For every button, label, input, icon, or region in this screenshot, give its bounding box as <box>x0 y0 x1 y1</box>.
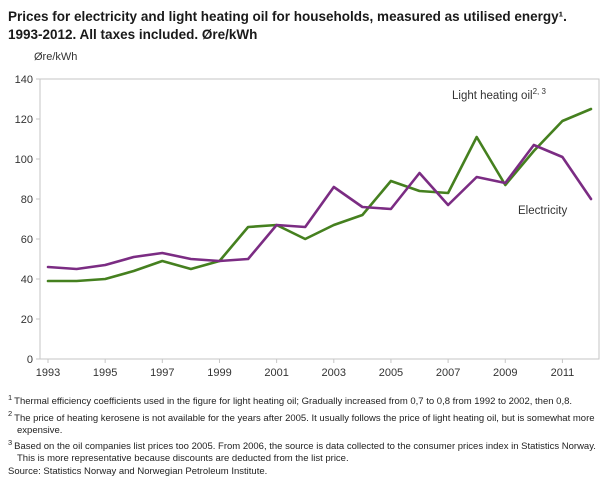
chart-area: 0 20 40 60 80 100 120 140 1993 1995 1997 1999 2001 20… <box>0 65 610 383</box>
footnotes: 1 Thermal efficiency coefficients used in… <box>8 393 602 478</box>
x-axis-tick-label: 1997 <box>150 367 174 379</box>
footnote-3: 3 Based on the oil companies list prices … <box>8 438 602 465</box>
y-axis-tick-label: 120 <box>15 114 33 126</box>
figure-page: Prices for electricity and light heating… <box>0 8 610 488</box>
series-label-text: Electricity <box>518 205 568 218</box>
series-label-footnote-marker: 2, 3 <box>532 87 546 97</box>
y-axis-tick-label: 0 <box>27 354 33 366</box>
series-label-electricity: Electricity <box>518 205 567 217</box>
line-chart: 0 20 40 60 80 100 120 140 1993 1995 1997 1999 2001 20… <box>15 74 600 379</box>
series-line-light-heating-oil <box>46 107 593 283</box>
series-line-electricity <box>46 143 593 271</box>
series-label-light-heating-oil: Light heating oil2, 3 <box>452 87 546 102</box>
y-axis-title: Øre/kWh <box>34 51 78 64</box>
y-axis-tick-label: 20 <box>21 314 33 326</box>
footnote-marker: 2 <box>8 409 13 419</box>
x-axis-tick-label: 1999 <box>207 367 231 379</box>
x-axis-tick-label: 2003 <box>322 367 346 379</box>
x-axis-tick-label: 2011 <box>551 367 575 379</box>
series-label-text: Light heating oil <box>452 89 533 102</box>
footnote-marker: 1 <box>8 393 13 403</box>
chart-title: Prices for electricity and light heating… <box>8 9 567 42</box>
y-axis-tick-label: 140 <box>15 74 33 86</box>
footnote-text: The price of heating kerosene is not ava… <box>14 412 595 436</box>
y-axis-tick-label: 60 <box>21 234 33 246</box>
footnote-marker: 3 <box>8 437 13 447</box>
plot-frame <box>39 78 600 360</box>
y-axis-tick-label: 100 <box>15 154 33 166</box>
x-axis-tick-label: 2009 <box>493 367 517 379</box>
y-axis-tick-label: 40 <box>21 274 33 286</box>
footnote-text: Based on the oil companies list prices t… <box>14 441 596 465</box>
y-axis-tick-label: 80 <box>21 194 33 206</box>
x-axis-tick-label: 1993 <box>36 367 60 379</box>
x-axis-tick-label: 2001 <box>264 367 288 379</box>
footnote-text: Thermal efficiency coefficients used in … <box>14 396 572 408</box>
x-axis-tick-label: 1995 <box>93 367 117 379</box>
footnote-2: 2 The price of heating kerosene is not av… <box>8 409 602 436</box>
x-axis-tick-label: 2005 <box>379 367 403 379</box>
x-axis-tick-label: 2007 <box>436 367 460 379</box>
source-line: Source: Statistics Norway and Norwegian … <box>8 466 268 478</box>
footnote-1: 1 Thermal efficiency coefficients used in… <box>8 393 602 408</box>
